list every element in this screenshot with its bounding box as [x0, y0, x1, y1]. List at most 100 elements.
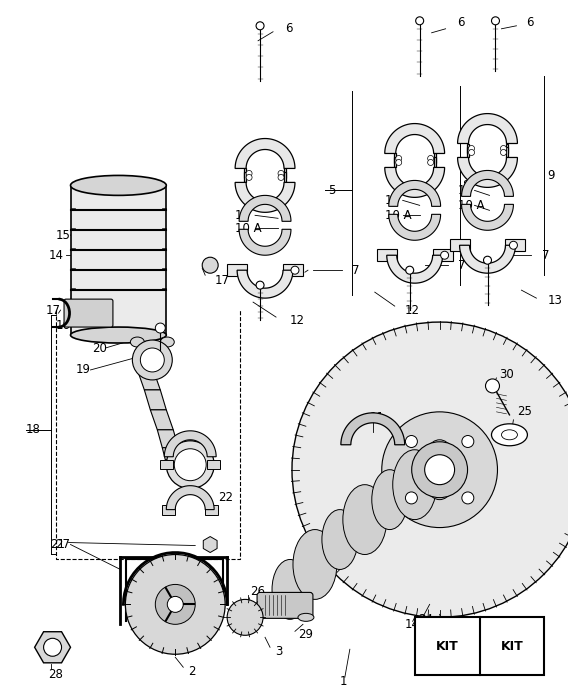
Text: 18: 18: [26, 424, 40, 436]
Ellipse shape: [71, 176, 166, 195]
Polygon shape: [145, 390, 166, 410]
Text: 17: 17: [46, 304, 60, 316]
Polygon shape: [467, 144, 468, 153]
Polygon shape: [506, 144, 509, 153]
Ellipse shape: [422, 440, 457, 500]
Polygon shape: [283, 264, 303, 276]
Circle shape: [202, 257, 218, 273]
Text: 6: 6: [285, 22, 292, 35]
Text: 25: 25: [517, 405, 533, 419]
Text: 28: 28: [48, 668, 64, 680]
Circle shape: [174, 449, 206, 481]
Polygon shape: [150, 410, 174, 430]
Ellipse shape: [372, 470, 408, 530]
Text: 10: 10: [385, 194, 399, 207]
Polygon shape: [394, 158, 395, 167]
Circle shape: [395, 155, 402, 162]
Polygon shape: [162, 505, 175, 514]
Circle shape: [44, 638, 61, 657]
Circle shape: [278, 174, 284, 181]
Text: 7: 7: [352, 264, 360, 276]
Polygon shape: [387, 256, 443, 283]
Circle shape: [382, 412, 497, 528]
FancyBboxPatch shape: [257, 592, 313, 618]
Polygon shape: [164, 430, 216, 456]
Text: 7: 7: [542, 248, 550, 262]
Text: 2: 2: [188, 665, 196, 678]
Text: 12: 12: [290, 314, 305, 327]
Ellipse shape: [501, 430, 517, 440]
Text: 10 A: 10 A: [235, 222, 262, 235]
Text: KIT: KIT: [436, 640, 459, 653]
Polygon shape: [227, 264, 247, 276]
Circle shape: [155, 323, 165, 333]
Text: 16: 16: [56, 318, 71, 332]
Circle shape: [412, 442, 468, 498]
Circle shape: [278, 170, 284, 176]
Text: 11: 11: [370, 412, 385, 424]
Circle shape: [395, 160, 402, 165]
Circle shape: [133, 340, 172, 380]
Circle shape: [428, 155, 434, 162]
Ellipse shape: [71, 327, 166, 343]
Polygon shape: [505, 239, 525, 251]
Polygon shape: [244, 169, 246, 178]
Circle shape: [509, 241, 517, 249]
Circle shape: [406, 266, 414, 274]
Text: 14: 14: [48, 248, 64, 262]
Text: 8: 8: [463, 179, 470, 192]
Polygon shape: [394, 153, 395, 164]
Polygon shape: [385, 124, 444, 153]
Circle shape: [291, 266, 299, 274]
Text: 29: 29: [298, 628, 313, 640]
Ellipse shape: [160, 337, 174, 347]
Text: 22: 22: [218, 491, 233, 504]
Bar: [415, 617, 545, 676]
Polygon shape: [239, 195, 291, 221]
Polygon shape: [460, 245, 516, 273]
Text: 14: 14: [405, 618, 420, 631]
Text: 3: 3: [275, 645, 282, 658]
Circle shape: [256, 22, 264, 30]
Polygon shape: [389, 181, 440, 206]
Polygon shape: [162, 448, 182, 460]
Polygon shape: [467, 148, 468, 158]
Text: 21: 21: [51, 538, 65, 551]
Polygon shape: [377, 249, 397, 261]
Circle shape: [462, 492, 474, 504]
Ellipse shape: [343, 484, 387, 554]
Circle shape: [256, 281, 264, 289]
Polygon shape: [457, 113, 517, 144]
Circle shape: [167, 596, 183, 612]
Polygon shape: [457, 158, 517, 188]
Polygon shape: [239, 230, 291, 256]
Text: KIT: KIT: [501, 640, 523, 653]
Polygon shape: [166, 486, 214, 510]
Text: 24: 24: [418, 612, 432, 626]
Polygon shape: [157, 430, 178, 448]
Text: 4: 4: [414, 481, 421, 494]
Text: 30: 30: [500, 368, 514, 382]
Circle shape: [424, 455, 455, 484]
Text: 19: 19: [76, 363, 90, 377]
Circle shape: [428, 160, 434, 165]
Circle shape: [501, 150, 506, 155]
Text: 10 A: 10 A: [385, 209, 411, 222]
Text: 5: 5: [328, 184, 335, 197]
FancyBboxPatch shape: [64, 299, 113, 327]
Text: 10: 10: [235, 209, 250, 222]
Circle shape: [141, 348, 164, 372]
Text: 15: 15: [56, 229, 71, 241]
Text: 6: 6: [457, 16, 465, 29]
Text: 20: 20: [93, 342, 108, 354]
Polygon shape: [461, 204, 513, 230]
Polygon shape: [506, 148, 509, 158]
Polygon shape: [235, 139, 295, 169]
Circle shape: [292, 322, 569, 617]
Text: 1: 1: [340, 675, 347, 687]
Polygon shape: [244, 172, 246, 183]
Circle shape: [166, 441, 214, 489]
Text: 9: 9: [547, 169, 555, 182]
Ellipse shape: [322, 510, 358, 570]
Text: 7: 7: [457, 259, 465, 272]
